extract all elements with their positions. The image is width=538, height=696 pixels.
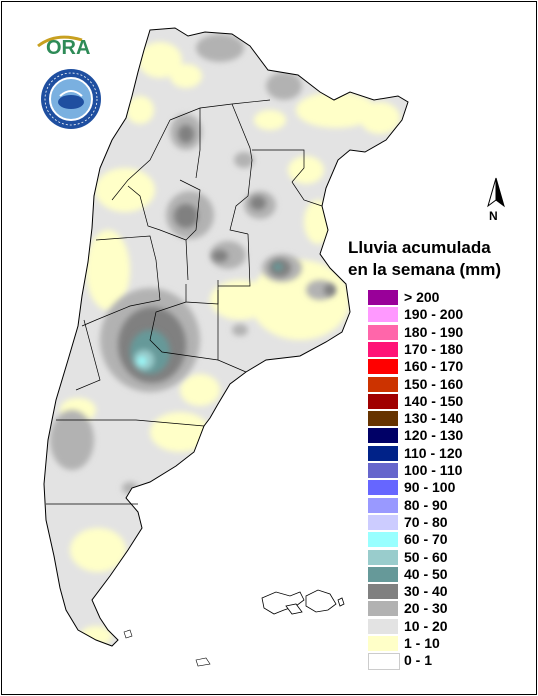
legend-swatch	[368, 514, 398, 530]
legend-item: 190 - 200	[368, 305, 528, 325]
legend-swatch	[368, 497, 398, 513]
legend-item: 170 - 180	[368, 340, 528, 360]
legend-swatch	[368, 411, 398, 427]
legend-label: 80 - 90	[404, 496, 448, 513]
legend-label: 190 - 200	[404, 306, 464, 323]
legend-item: 80 - 90	[368, 496, 528, 516]
legend-swatch	[368, 532, 398, 548]
legend-label: 50 - 60	[404, 548, 448, 565]
legend-item: 0 - 1	[368, 651, 528, 671]
north-label: N	[489, 209, 498, 223]
legend-item: 70 - 80	[368, 513, 528, 533]
legend-label: 150 - 160	[404, 375, 464, 392]
legend-swatch	[368, 376, 398, 392]
legend-swatch	[368, 463, 398, 478]
legend-swatch	[368, 601, 398, 617]
ora-logo-text: ORA	[46, 37, 90, 59]
legend-label: 30 - 40	[404, 583, 448, 600]
legend-item: 60 - 70	[368, 530, 528, 550]
legend-item: 1 - 10	[368, 634, 528, 654]
legend-item: 130 - 140	[368, 409, 528, 429]
legend-label: 0 - 1	[404, 652, 433, 669]
legend-label: > 200	[404, 289, 440, 305]
legend-label: 110 - 120	[404, 444, 463, 461]
legend-swatch	[368, 393, 398, 409]
legend-item: 20 - 30	[368, 599, 528, 619]
legend-swatch	[368, 324, 398, 340]
tierra-del-fuego-islets	[123, 629, 211, 667]
legend-label: 170 - 180	[404, 340, 464, 357]
legend-swatch	[368, 341, 398, 357]
legend-label: 100 - 110	[404, 462, 463, 478]
legend-label: 20 - 30	[404, 600, 448, 617]
legend-item: 110 - 120	[368, 444, 528, 464]
legend-item: 50 - 60	[368, 548, 528, 568]
legend-label: 180 - 190	[404, 323, 464, 340]
legend-title-line2: en la semana (mm)	[348, 260, 502, 279]
legend-label: 70 - 80	[404, 513, 448, 530]
legend-swatch	[368, 618, 398, 634]
legend-swatch	[368, 359, 398, 375]
legend-item: 180 - 190	[368, 323, 528, 343]
legend-swatch	[368, 653, 400, 671]
legend-swatch	[368, 445, 398, 461]
legend-swatch	[368, 290, 398, 305]
legend-item: > 200	[368, 288, 528, 308]
legend-item: 90 - 100	[368, 478, 528, 498]
malvinas-islands	[261, 589, 345, 615]
legend-label: 40 - 50	[404, 565, 448, 582]
legend-swatch	[368, 307, 398, 323]
legend-label: 140 - 150	[404, 392, 464, 409]
legend-label: 60 - 70	[404, 531, 448, 548]
ora-logo: ORA	[37, 35, 90, 59]
legend-label: 160 - 170	[404, 358, 464, 375]
legend-label: 10 - 20	[404, 617, 448, 634]
legend-label: 1 - 10	[404, 635, 440, 651]
legend-item: 100 - 110	[368, 461, 528, 481]
legend-label: 120 - 130	[404, 427, 464, 444]
legend-item: 30 - 40	[368, 582, 528, 602]
legend-swatch	[368, 428, 398, 444]
legend-item: 150 - 160	[368, 375, 528, 395]
legend-item: 140 - 150	[368, 392, 528, 412]
legend-item: 10 - 20	[368, 617, 528, 637]
legend-item: 120 - 130	[368, 426, 528, 446]
legend-swatch	[368, 480, 398, 496]
smn-logo	[41, 69, 101, 129]
legend-swatch	[368, 584, 398, 600]
legend-item: 40 - 50	[368, 565, 528, 585]
legend-swatch	[368, 566, 398, 582]
legend-title-line1: Lluvia acumulada	[348, 238, 491, 257]
north-arrow-icon	[487, 177, 505, 208]
legend-swatch	[368, 549, 398, 565]
legend-label: 130 - 140	[404, 410, 464, 427]
legend-label: 90 - 100	[404, 479, 456, 496]
legend-item: 160 - 170	[368, 357, 528, 377]
province-borders	[43, 27, 409, 647]
legend-swatch	[368, 636, 398, 651]
